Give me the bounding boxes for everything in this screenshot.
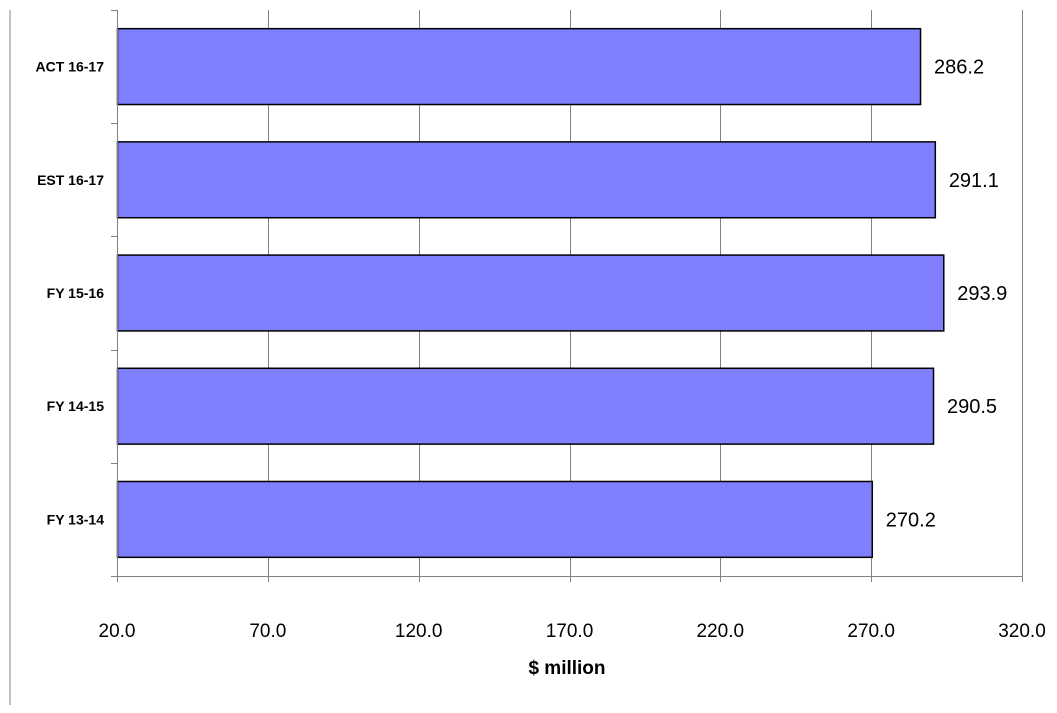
category-label: EST 16-17 <box>37 172 104 188</box>
category-label: ACT 16-17 <box>36 59 105 75</box>
bar <box>116 480 874 559</box>
data-label: 291.1 <box>949 170 999 192</box>
bar <box>116 367 935 445</box>
data-label: 286.2 <box>934 57 984 79</box>
x-tick-label: 70.0 <box>249 621 286 642</box>
x-tick-label: 320.0 <box>998 621 1046 642</box>
labels: 20.0 70.0 120.0 170.0 220.0 270.0 320.0 ACT 16-… <box>36 57 1046 642</box>
axes <box>9 10 1023 705</box>
data-label: 293.9 <box>957 283 1007 305</box>
bars <box>116 27 945 559</box>
category-label: FY 15-16 <box>47 285 105 301</box>
bar <box>116 254 945 332</box>
bar <box>116 141 937 219</box>
x-tick-label: 120.0 <box>395 621 443 642</box>
x-tick-label: 20.0 <box>99 621 136 642</box>
bar <box>116 27 922 106</box>
x-tick-label: 220.0 <box>697 621 745 642</box>
data-label: 290.5 <box>947 396 997 418</box>
category-label: FY 14-15 <box>47 398 105 414</box>
x-tick-label: 270.0 <box>847 621 895 642</box>
x-tick-label: 170.0 <box>546 621 594 642</box>
category-label: FY 13-14 <box>47 511 105 527</box>
x-axis-title: $ million <box>528 658 605 679</box>
data-label: 270.2 <box>886 509 936 531</box>
